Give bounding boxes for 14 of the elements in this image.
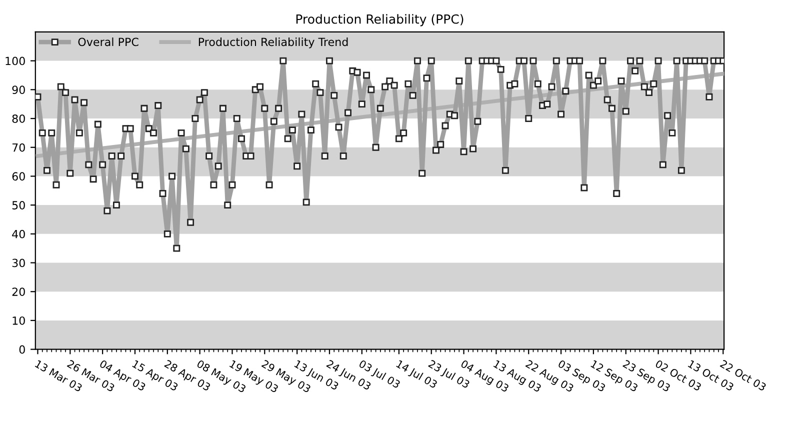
- y-tick-label: 20: [12, 288, 25, 296]
- y-tick-label: 0: [19, 345, 25, 354]
- y-tick-label: 70: [12, 143, 25, 152]
- y-tick-label: 40: [12, 230, 25, 238]
- y-tick-label: 10: [12, 316, 25, 325]
- legend-label: Overal PPC: [78, 38, 138, 46]
- chart-title: Production Reliability (PPC): [296, 14, 464, 26]
- y-tick-label: 90: [12, 86, 25, 94]
- y-tick-label: 30: [12, 258, 25, 268]
- y-tick-label: 60: [12, 172, 25, 181]
- y-tick-label: 80: [12, 114, 25, 123]
- y-tick-label: 50: [12, 201, 25, 210]
- legend-label: Production Reliability Trend: [198, 38, 348, 48]
- y-tick-label: 100: [6, 56, 25, 66]
